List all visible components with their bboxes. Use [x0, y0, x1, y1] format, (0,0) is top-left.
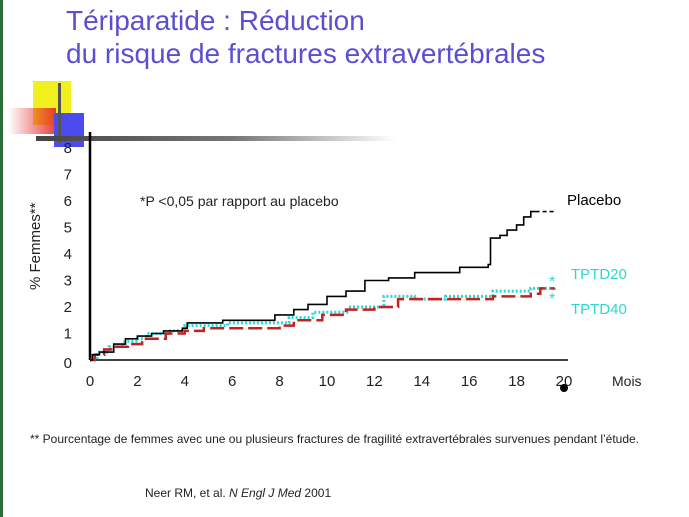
- label-tptd40: TPTD40: [571, 301, 627, 318]
- series-labels: Placebo TPTD20 TPTD40 * *: [549, 192, 627, 318]
- series-layer: [90, 210, 556, 362]
- y-tick-labels: 0 1 2 3 4 5 6 7 8: [64, 140, 72, 372]
- citation-year: 2001: [304, 486, 332, 500]
- x-tick-label: 6: [228, 373, 236, 390]
- x-tick-label: 2: [133, 373, 141, 390]
- x-tick-label: 12: [366, 373, 383, 390]
- citation-authors: Neer RM, et al.: [145, 486, 226, 500]
- decor-horizontal-line: [36, 136, 396, 141]
- x-axis-label: Mois: [612, 373, 642, 389]
- x-tick-label: 0: [86, 373, 94, 390]
- y-tick-label: 7: [64, 167, 72, 184]
- chart-axes: [88, 132, 568, 361]
- slide-left-border: [0, 0, 3, 517]
- decor-vertical-line: [58, 83, 61, 143]
- x-tick-label: 10: [319, 373, 336, 390]
- citation-journal: N Engl J Med: [229, 486, 302, 500]
- y-tick-label: 5: [64, 220, 72, 237]
- y-tick-label: 3: [64, 273, 72, 290]
- significance-note: *P <0,05 par rapport au placebo: [140, 193, 339, 209]
- x-tick-label: 20: [556, 373, 573, 390]
- series-line-tptd40: [90, 287, 555, 362]
- x-tick-label: 4: [181, 373, 189, 390]
- series-line-tptd20: [90, 285, 556, 362]
- title-line-1: Tériparatide : Réduction: [66, 5, 365, 36]
- y-tick-label: 6: [64, 193, 72, 210]
- title-line-2: du risque de fractures extravertébrales: [66, 38, 546, 69]
- y-tick-label: 0: [64, 355, 72, 372]
- series-line-placebo: [90, 210, 536, 361]
- decor-red-gradient: [8, 108, 56, 134]
- citation: Neer RM, et al. N Engl J Med 2001: [145, 486, 331, 500]
- y-tick-label: 2: [64, 299, 72, 316]
- footnote: ** Pourcentage de femmes avec une ou plu…: [30, 432, 640, 446]
- significance-star-tptd40: *: [549, 291, 555, 308]
- x-tick-label: 14: [413, 373, 430, 390]
- x-tick-label: 8: [275, 373, 283, 390]
- y-tick-label: 8: [64, 140, 72, 157]
- x-tick-label: 18: [508, 373, 525, 390]
- y-tick-label: 4: [64, 246, 72, 263]
- label-tptd20: TPTD20: [571, 266, 627, 283]
- y-axis-label: % Femmes**: [27, 202, 44, 290]
- y-tick-label: 1: [64, 326, 72, 343]
- axis-end-dot: [560, 384, 568, 392]
- x-tick-label: 16: [461, 373, 478, 390]
- label-placebo: Placebo: [567, 192, 621, 209]
- significance-star-tptd20: *: [549, 274, 555, 291]
- x-tick-labels: 0 2 4 6 8 10 12 14 16 18 20: [86, 373, 573, 390]
- slide-title: Tériparatide : Réduction du risque de fr…: [66, 4, 545, 70]
